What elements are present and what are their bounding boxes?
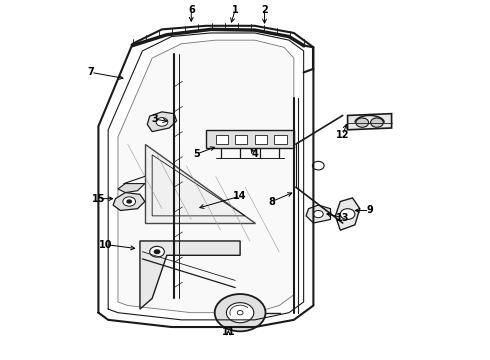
Bar (235, 135, 247, 144)
Text: 1: 1 (232, 5, 239, 15)
Text: 9: 9 (366, 206, 373, 216)
Circle shape (340, 209, 355, 220)
Bar (255, 135, 267, 144)
Polygon shape (335, 198, 360, 230)
Circle shape (313, 161, 324, 170)
Polygon shape (118, 40, 294, 313)
Text: 10: 10 (99, 239, 113, 249)
Circle shape (314, 211, 323, 218)
Circle shape (154, 249, 160, 254)
Polygon shape (118, 184, 145, 193)
Polygon shape (140, 241, 240, 309)
Text: 15: 15 (92, 194, 105, 204)
Circle shape (215, 294, 266, 331)
Text: 7: 7 (88, 67, 95, 77)
Polygon shape (113, 193, 145, 211)
Text: 5: 5 (193, 149, 199, 159)
Text: 14: 14 (233, 191, 247, 201)
Text: 12: 12 (336, 130, 349, 140)
Circle shape (356, 118, 368, 127)
Text: 2: 2 (261, 5, 268, 15)
Text: 4: 4 (251, 149, 258, 159)
Polygon shape (306, 205, 331, 223)
Text: 8: 8 (269, 197, 275, 207)
Polygon shape (347, 114, 392, 130)
Bar (216, 135, 228, 144)
Text: 11: 11 (221, 327, 235, 337)
Circle shape (126, 199, 132, 204)
Bar (206, 130, 294, 148)
Circle shape (370, 118, 383, 127)
Text: 6: 6 (188, 5, 195, 15)
Circle shape (123, 197, 136, 206)
Polygon shape (145, 144, 255, 223)
Polygon shape (147, 112, 176, 132)
Bar (274, 135, 287, 144)
Circle shape (156, 118, 168, 126)
Circle shape (150, 246, 164, 257)
Text: 3: 3 (151, 114, 158, 124)
Text: 13: 13 (336, 213, 349, 222)
Circle shape (226, 303, 254, 323)
